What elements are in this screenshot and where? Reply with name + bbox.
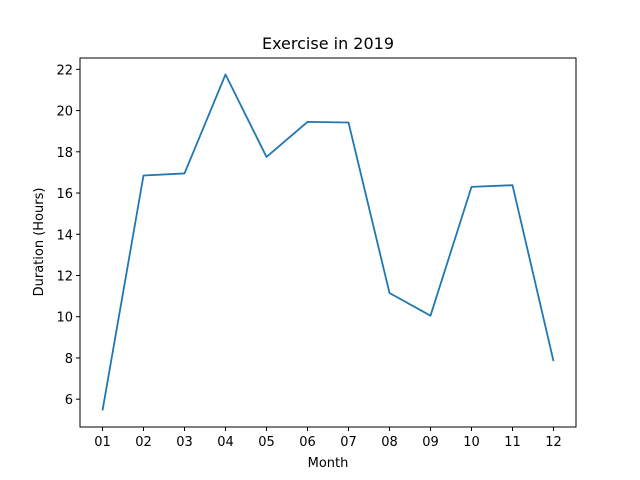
x-tick-label: 11 [504,435,521,450]
x-tick-label: 03 [176,435,193,450]
y-tick-label: 16 [56,187,73,202]
x-tick-label: 06 [299,435,316,450]
series-line [101,73,555,411]
x-tick-label: 08 [381,435,398,450]
y-axis: 6 8 10 12 14 16 18 20 22 [56,63,80,408]
y-tick-label: 10 [56,311,73,326]
x-tick-label: 10 [463,435,480,450]
x-tick-label: 02 [135,435,152,450]
y-tick-label: 12 [56,269,73,284]
x-axis-label: Month [308,456,349,471]
x-tick-label: 09 [422,435,439,450]
plot-frame [79,57,577,428]
y-tick-label: 22 [56,63,73,78]
chart-title: Exercise in 2019 [262,34,394,53]
y-tick-label: 14 [56,228,73,243]
y-tick-label: 20 [56,105,73,120]
x-tick-label: 04 [217,435,234,450]
y-tick-label: 6 [65,393,73,408]
series-layer [101,73,555,411]
x-tick-label: 05 [258,435,275,450]
y-tick-label: 18 [56,146,73,161]
x-tick-label: 12 [545,435,562,450]
x-axis: 01 02 03 04 05 06 07 08 09 10 11 12 [94,427,562,450]
y-tick-label: 8 [65,352,73,367]
y-axis-label: Duration (Hours) [32,188,47,297]
x-tick-label: 07 [340,435,357,450]
x-tick-label: 01 [94,435,111,450]
